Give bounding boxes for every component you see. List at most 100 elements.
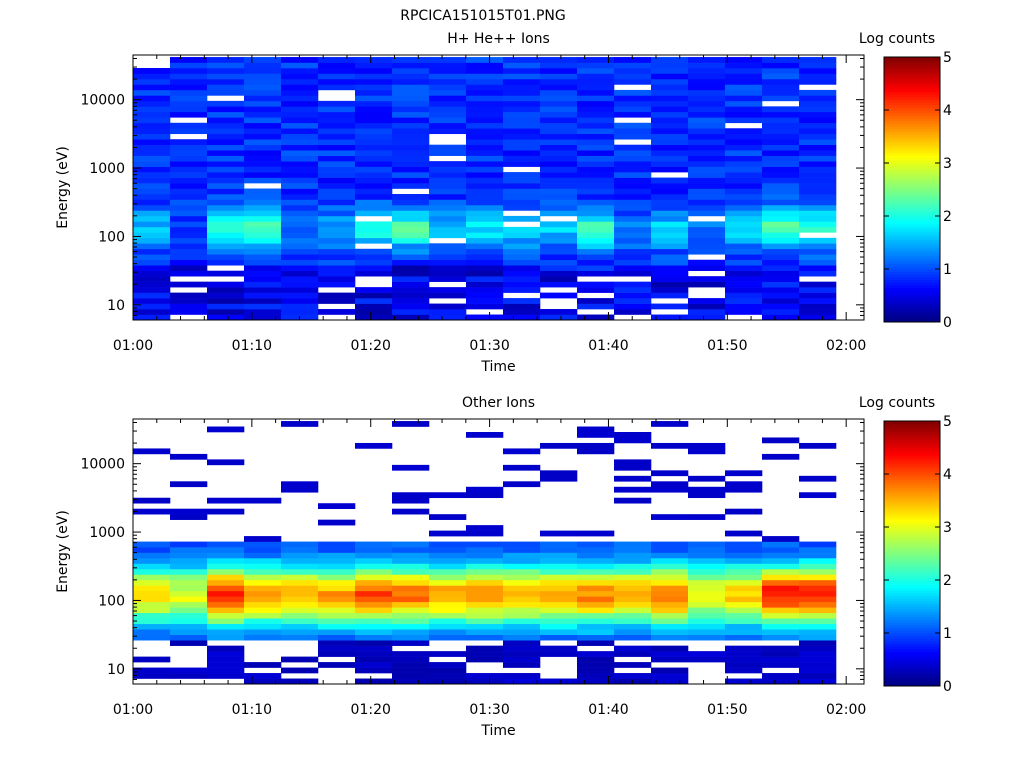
colorbar-swatch [884, 516, 940, 520]
heatmap-cell [429, 585, 467, 592]
heatmap-cell [762, 629, 800, 635]
heatmap-cell [762, 281, 800, 288]
heatmap-cell [207, 111, 245, 118]
heatmap-cell [762, 656, 800, 663]
heatmap-cell [133, 106, 171, 113]
heatmap-cell [244, 144, 282, 151]
heatmap-cell [133, 656, 171, 663]
colorbar-swatch [884, 292, 940, 296]
heatmap-cell [688, 166, 726, 173]
heatmap-cell [614, 464, 652, 471]
heatmap-cell [207, 57, 245, 63]
heatmap-cell [577, 265, 615, 271]
heatmap-cell [133, 122, 171, 129]
heatmap-cell [577, 281, 615, 288]
colorbar-swatch [884, 598, 940, 602]
heatmap-cell [207, 254, 245, 261]
heatmap-cell [207, 237, 245, 244]
heatmap-cell [170, 106, 208, 113]
heatmap-cell [651, 150, 689, 156]
heatmap-cell [318, 618, 356, 625]
heatmap-cell [244, 574, 282, 581]
colorbar-swatch [884, 431, 940, 435]
x-tick-label: 01:20 [351, 338, 391, 354]
heatmap-cell [392, 144, 430, 151]
heatmap-cell [688, 62, 726, 69]
heatmap-cell [170, 596, 208, 603]
colorbar-swatch [884, 627, 940, 631]
heatmap-cell [762, 601, 800, 608]
heatmap-cell [207, 215, 245, 222]
heatmap-cell [651, 73, 689, 80]
heatmap-cell [429, 172, 467, 178]
heatmap-cell [429, 204, 467, 211]
heatmap-cell [170, 150, 208, 156]
heatmap-cell [170, 111, 208, 118]
heatmap-cell [799, 590, 837, 597]
heatmap-cell [540, 57, 578, 63]
heatmap-cell [207, 667, 245, 674]
heatmap-cell [392, 634, 430, 641]
heatmap-cell [355, 442, 393, 449]
heatmap-cell [577, 78, 615, 85]
heatmap-cell [207, 166, 245, 173]
heatmap-cell [355, 607, 393, 614]
heatmap-cell [503, 287, 541, 293]
heatmap-cell [170, 155, 208, 162]
heatmap-cell [133, 232, 171, 239]
heatmap-cell [281, 558, 319, 564]
heatmap-cell [392, 558, 430, 564]
colorbar-swatch [884, 646, 940, 650]
colorbar-swatch [884, 527, 940, 531]
heatmap-cell [207, 662, 245, 668]
heatmap-cell [614, 623, 652, 630]
heatmap-cell [170, 210, 208, 217]
heatmap-cell [577, 210, 615, 217]
colorbar-swatch [884, 250, 940, 254]
heatmap-cell [281, 623, 319, 630]
heatmap-cell [577, 574, 615, 581]
colorbar-swatch [884, 524, 940, 528]
x-tick-label: 01:20 [351, 702, 391, 718]
colorbar-swatch [884, 229, 940, 233]
x-tick-label: 01:10 [232, 702, 272, 718]
heatmap-cell [466, 281, 504, 288]
heatmap-cell [355, 662, 393, 668]
heatmap-cell [392, 629, 430, 635]
heatmap-cell [725, 89, 763, 96]
heatmap-cell [540, 547, 578, 553]
heatmap-cell [651, 629, 689, 635]
heatmap-cell [355, 563, 393, 570]
heatmap-cell [170, 618, 208, 625]
heatmap-cell [207, 563, 245, 570]
heatmap-cell [318, 612, 356, 619]
heatmap-cell [577, 248, 615, 255]
heatmap-cell [503, 585, 541, 592]
colorbar-swatch [884, 266, 940, 270]
heatmap-cell [244, 237, 282, 244]
heatmap-cell [651, 144, 689, 151]
heatmap-cell [651, 133, 689, 140]
heatmap-cell [725, 237, 763, 244]
colorbar-swatch [884, 460, 940, 464]
heatmap-cell [577, 568, 615, 575]
heatmap-cell [355, 183, 393, 189]
heatmap-cell [281, 84, 319, 91]
heatmap-cell [503, 298, 541, 304]
colorbar-swatch [884, 458, 940, 462]
heatmap-cell [577, 552, 615, 559]
colorbar-tick-label: 4 [943, 103, 952, 119]
heatmap-cell [318, 590, 356, 597]
heatmap-cell [651, 590, 689, 597]
heatmap-cell [577, 111, 615, 118]
heatmap-cell [170, 590, 208, 597]
heatmap-cell [725, 309, 763, 315]
heatmap-cell [429, 248, 467, 255]
heatmap-cell [429, 210, 467, 217]
heatmap-cell [725, 254, 763, 261]
heatmap-cell [318, 139, 356, 145]
colorbar-swatch [884, 587, 940, 591]
heatmap-cell [281, 133, 319, 140]
heatmap-cell [207, 226, 245, 233]
